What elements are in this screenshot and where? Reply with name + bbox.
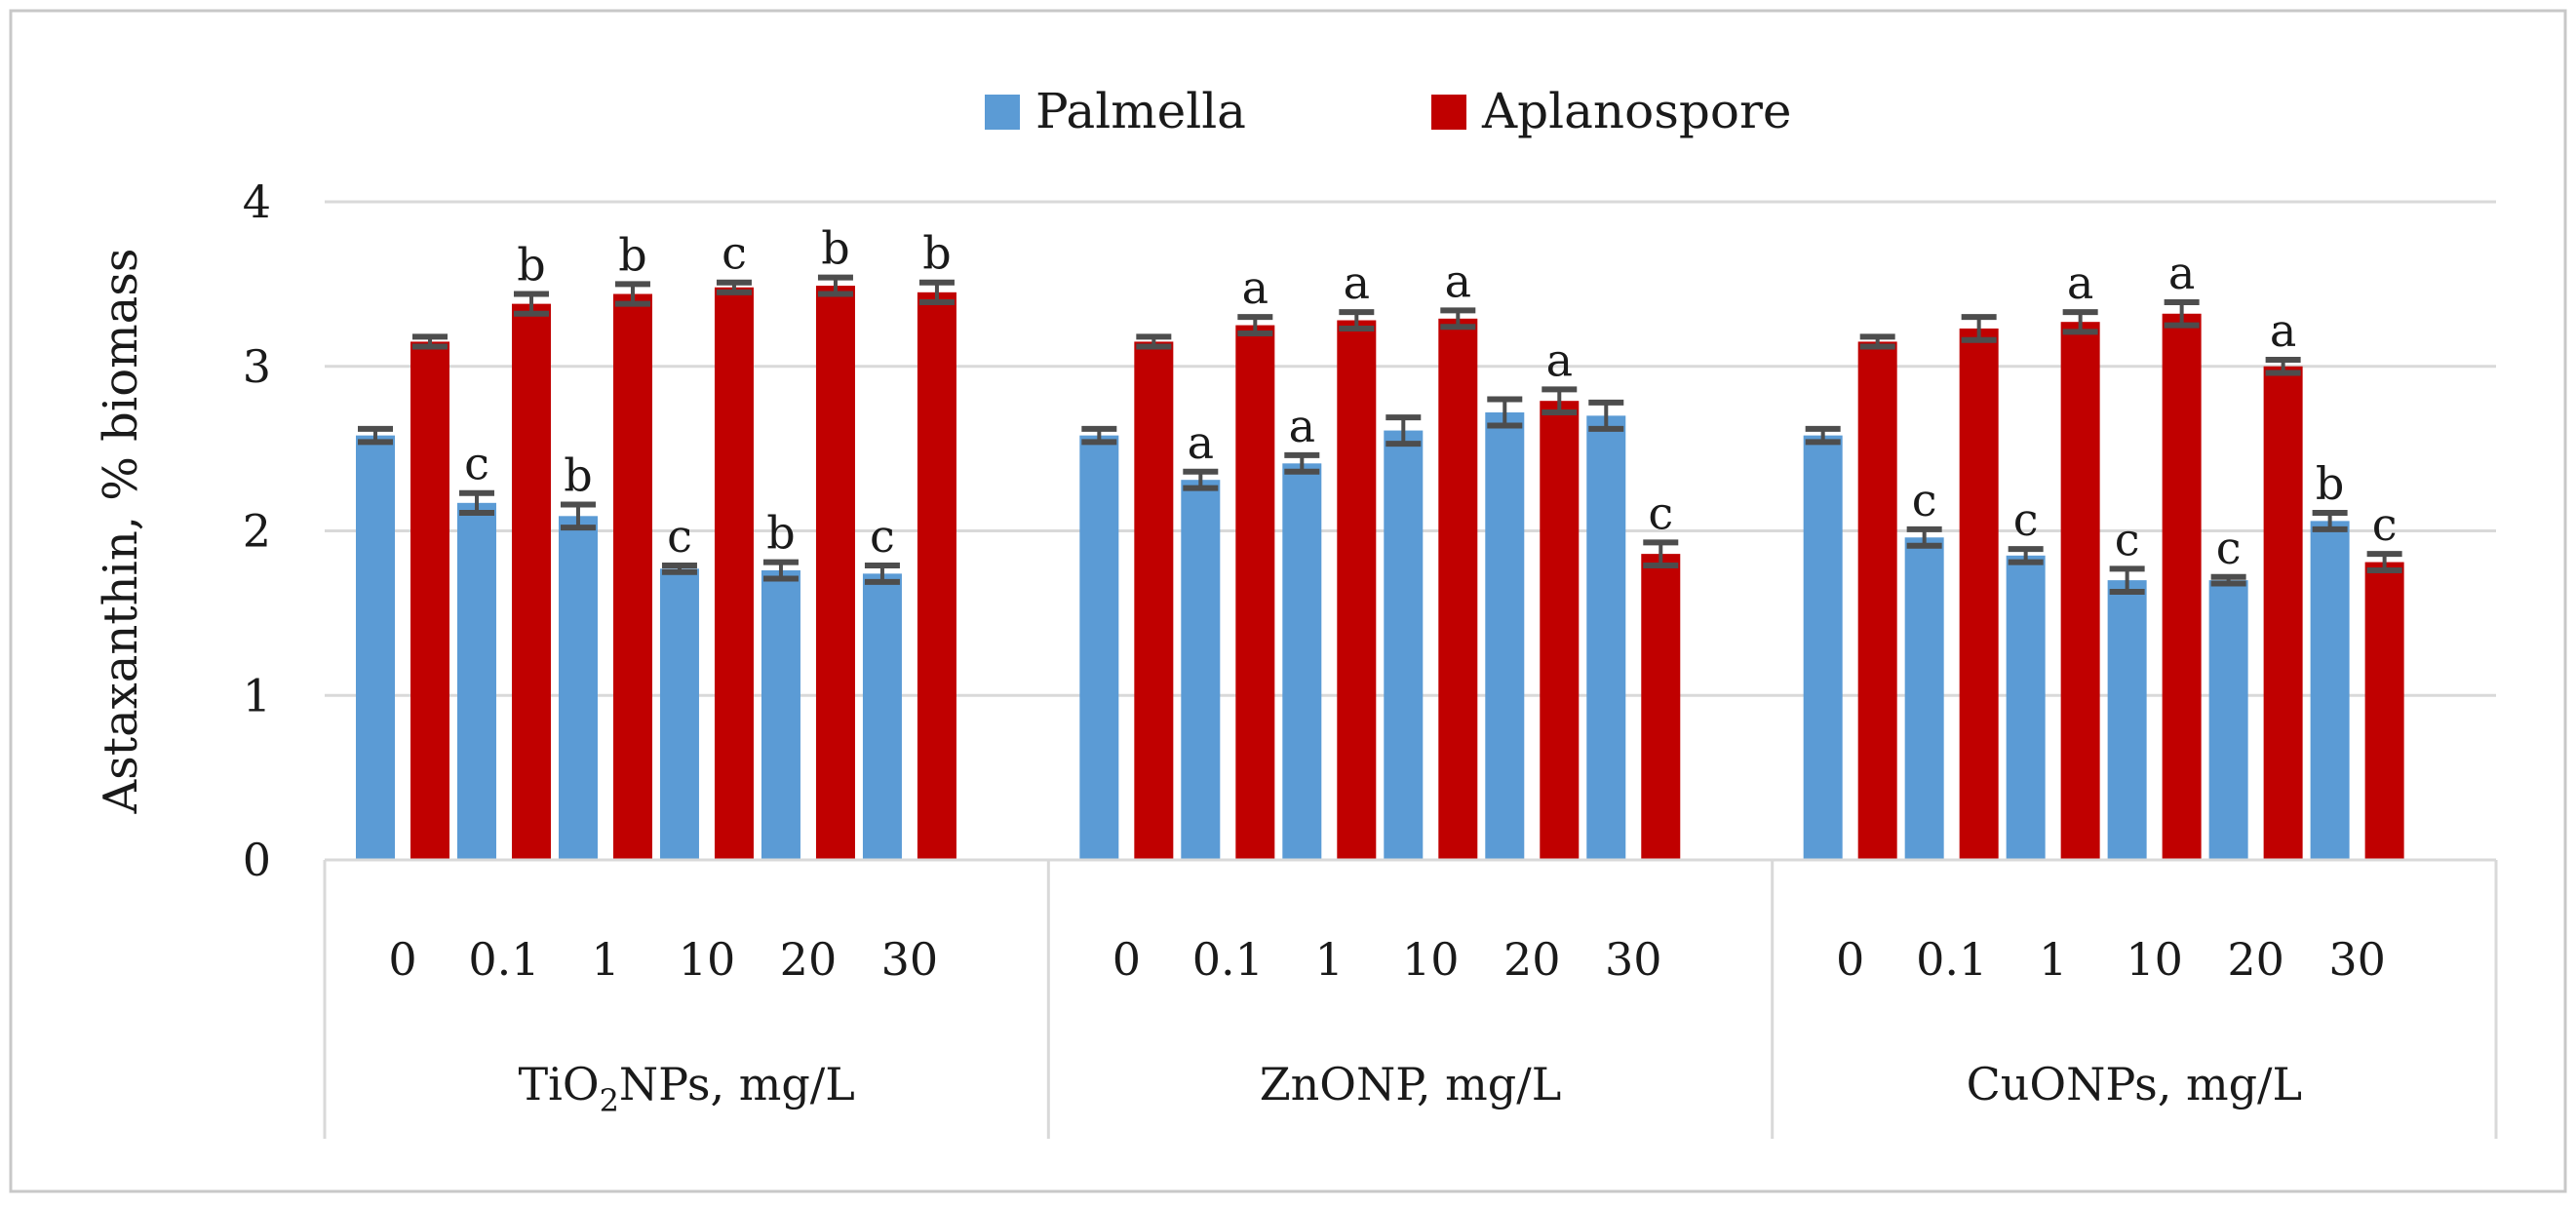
significance-letter: b (2316, 457, 2344, 510)
bar-palmella-1-5 (1586, 415, 1626, 860)
bar-palmella-2-5 (2310, 521, 2350, 860)
significance-letter: a (1188, 416, 1214, 469)
bar-palmella-0-0 (355, 435, 395, 860)
bar-palmella-0-1 (456, 502, 496, 860)
y-tick-label: 0 (243, 834, 271, 886)
significance-letter: c (1912, 474, 1937, 526)
y-tick-label: 1 (243, 669, 271, 721)
bar-aplanospore-0-5 (917, 292, 956, 860)
significance-letter: a (2168, 247, 2195, 299)
significance-letter: c (2372, 498, 2398, 551)
significance-letter: c (667, 510, 692, 563)
bar-palmella-1-1 (1181, 480, 1221, 860)
significance-letter: c (870, 510, 895, 563)
bar-palmella-1-3 (1384, 430, 1424, 860)
x-tick-label: 20 (2227, 933, 2284, 986)
x-tick-label: 30 (881, 933, 939, 986)
bar-palmella-0-2 (558, 516, 598, 860)
bar-palmella-0-4 (761, 570, 800, 860)
bar-palmella-0-3 (659, 568, 699, 860)
bar-palmella-2-4 (2208, 580, 2248, 860)
bar-aplanospore-1-1 (1235, 325, 1275, 860)
bar-aplanospore-2-3 (2162, 313, 2202, 860)
legend-swatch-palmella (985, 95, 1020, 130)
x-tick-label: 20 (1503, 933, 1561, 986)
significance-letter: b (517, 239, 545, 292)
x-tick-label: 20 (780, 933, 838, 986)
significance-letter: a (2067, 256, 2093, 309)
x-tick-label: 0 (1836, 933, 1864, 986)
x-tick-label: 10 (1402, 933, 1460, 986)
significance-letter: b (821, 222, 849, 275)
bar-aplanospore-1-0 (1134, 341, 1174, 860)
y-tick-label: 2 (243, 505, 271, 558)
significance-letter: b (618, 228, 646, 281)
significance-letter: c (2013, 493, 2039, 546)
bar-aplanospore-1-3 (1438, 318, 1478, 860)
legend-swatch-aplanospore (1431, 95, 1466, 130)
significance-letter: a (1445, 254, 1471, 307)
bar-aplanospore-0-3 (714, 287, 754, 860)
group-label: ZnONP, mg/L (1260, 1058, 1562, 1110)
bar-palmella-0-5 (862, 573, 902, 860)
group-label: CuONPs, mg/L (1967, 1058, 2302, 1110)
significance-letter: b (564, 449, 592, 502)
x-tick-label: 0.1 (468, 933, 539, 986)
significance-letter: a (1289, 400, 1315, 452)
bar-aplanospore-2-2 (2060, 322, 2100, 860)
bar-aplanospore-1-4 (1540, 401, 1580, 860)
bar-aplanospore-2-5 (2364, 562, 2404, 860)
bar-palmella-2-2 (2006, 555, 2046, 860)
bar-palmella-2-0 (1803, 435, 1843, 860)
bar-palmella-2-3 (2107, 580, 2147, 860)
y-tick-label: 3 (243, 340, 271, 393)
significance-letter: a (1546, 333, 1573, 386)
significance-letter: a (1242, 261, 1268, 314)
bar-aplanospore-1-5 (1641, 554, 1681, 860)
x-tick-label: 1 (2039, 933, 2067, 986)
group-label: TiO2NPs, mg/L (518, 1058, 854, 1119)
bar-aplanospore-2-4 (2263, 366, 2303, 860)
significance-letter: a (1344, 256, 1370, 309)
y-tick-label: 4 (243, 175, 271, 228)
x-tick-label: 0 (1112, 933, 1141, 986)
x-tick-label: 10 (2126, 933, 2183, 986)
significance-letter: c (2216, 522, 2242, 574)
significance-letter: c (2115, 513, 2140, 565)
bar-aplanospore-0-1 (511, 303, 551, 860)
x-tick-label: 30 (1605, 933, 1662, 986)
significance-letter: a (2270, 304, 2296, 357)
bar-palmella-1-0 (1079, 435, 1119, 860)
bar-aplanospore-2-0 (1857, 341, 1897, 860)
x-tick-label: 1 (1315, 933, 1344, 986)
x-tick-label: 30 (2328, 933, 2386, 986)
x-tick-label: 0 (388, 933, 416, 986)
significance-letter: c (722, 227, 747, 280)
significance-letter: b (922, 227, 951, 280)
bar-palmella-1-2 (1282, 463, 1322, 860)
significance-letter: b (766, 507, 795, 560)
legend-label-palmella: Palmella (1035, 83, 1246, 139)
legend-label-aplanospore: Aplanospore (1481, 83, 1791, 139)
bar-palmella-1-4 (1485, 412, 1525, 860)
bar-aplanospore-0-2 (612, 293, 652, 860)
x-tick-label: 0.1 (1916, 933, 1987, 986)
bar-aplanospore-0-4 (815, 286, 855, 860)
y-axis-title: Astaxanthin, % biomass (94, 248, 148, 814)
bar-aplanospore-1-2 (1337, 320, 1377, 860)
bar-aplanospore-0-0 (410, 341, 449, 860)
x-tick-label: 10 (679, 933, 736, 986)
significance-letter: c (464, 438, 489, 490)
x-tick-label: 1 (591, 933, 619, 986)
x-tick-label: 0.1 (1192, 933, 1264, 986)
bar-palmella-2-1 (1904, 537, 1944, 860)
significance-letter: c (1648, 487, 1673, 539)
bar-aplanospore-2-1 (1959, 328, 1999, 860)
